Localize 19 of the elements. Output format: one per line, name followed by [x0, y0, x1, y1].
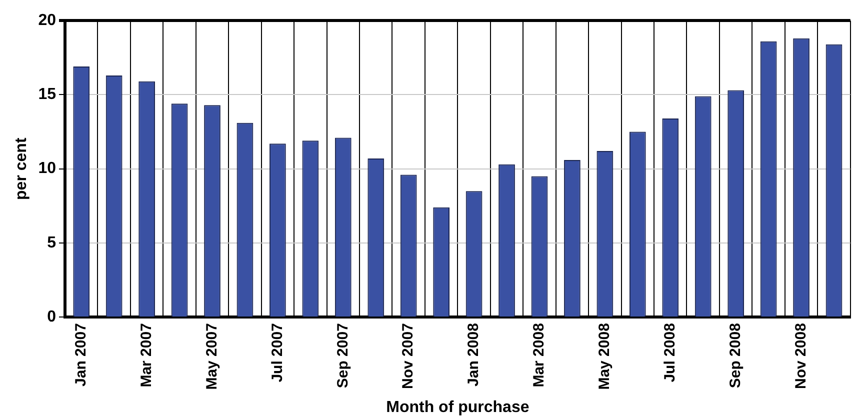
y-tick-label: 20 [38, 12, 56, 30]
x-tick-label: Jul 2007 [268, 323, 286, 382]
y-tick-label: 15 [38, 86, 56, 104]
x-axis-title: Month of purchase [386, 398, 530, 416]
x-tick-label: Jul 2008 [662, 323, 679, 382]
x-tick-label: May 2008 [596, 323, 614, 390]
y-tick-label: 0 [47, 308, 56, 326]
x-tick-label: May 2007 [203, 323, 220, 390]
y-tick-label: 10 [38, 160, 56, 178]
x-tick-label: Nov 2008 [792, 323, 810, 389]
y-tick-label: 5 [47, 234, 56, 252]
x-tick-label: Jan 2007 [72, 323, 90, 386]
x-tick-label: Nov 2007 [400, 323, 417, 389]
x-tick-label: Jan 2008 [465, 323, 482, 386]
x-tick-label: Sep 2008 [726, 323, 744, 388]
x-tick-label: Mar 2008 [530, 323, 548, 388]
y-axis-title: per cent [13, 137, 30, 200]
x-tick-label: Mar 2007 [138, 323, 155, 388]
x-tick-label: Sep 2007 [334, 323, 352, 388]
